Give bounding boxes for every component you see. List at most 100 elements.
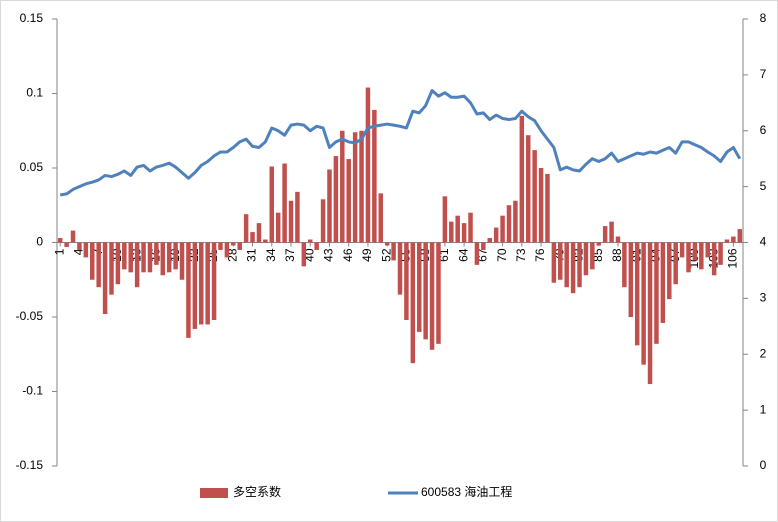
- bar: [218, 242, 223, 250]
- x-tick-label: 37: [283, 248, 297, 262]
- bar: [532, 150, 537, 243]
- y-tick-label: 0: [36, 235, 43, 249]
- bar: [166, 242, 172, 273]
- x-tick-label: 43: [322, 248, 336, 262]
- y2-tick-label: 0: [760, 458, 767, 472]
- y-tick-label: 0.05: [20, 160, 44, 174]
- bar: [455, 215, 460, 243]
- bar: [609, 221, 614, 243]
- x-tick-label: 88: [610, 248, 624, 262]
- bar: [525, 135, 531, 243]
- bar: [256, 223, 262, 243]
- bar: [519, 115, 525, 243]
- bar: [288, 200, 294, 243]
- bar: [352, 132, 358, 243]
- bar: [333, 156, 339, 243]
- x-tick-label: 70: [495, 248, 509, 262]
- legend-label: 多空系数: [233, 484, 281, 499]
- bar: [481, 242, 486, 250]
- bar: [718, 242, 723, 265]
- legend-swatch: [200, 488, 228, 498]
- x-tick-label: 73: [514, 248, 528, 262]
- bar: [359, 130, 364, 243]
- bar: [660, 242, 666, 323]
- x-tick-label: 4: [72, 248, 86, 255]
- bar: [513, 200, 518, 243]
- bar: [551, 242, 557, 283]
- bar: [122, 242, 127, 270]
- bar: [378, 193, 384, 243]
- bar: [205, 242, 210, 325]
- bar: [295, 191, 300, 243]
- bar: [602, 226, 608, 243]
- bar: [327, 169, 332, 243]
- bar: [372, 109, 377, 243]
- bar: [724, 239, 730, 243]
- bar: [134, 242, 140, 288]
- bar: [667, 242, 672, 300]
- bar: [628, 242, 634, 317]
- bar: [416, 242, 422, 332]
- y-tick-label: 0.15: [20, 11, 44, 25]
- bar: [199, 242, 204, 325]
- bar: [558, 242, 563, 280]
- bar: [231, 242, 236, 246]
- x-tick-label: 64: [456, 248, 470, 262]
- bar: [583, 242, 589, 276]
- x-tick-label: 49: [360, 248, 374, 262]
- bar: [70, 230, 76, 243]
- bar: [224, 242, 230, 258]
- bar: [173, 242, 178, 270]
- line: [59, 89, 742, 197]
- bar: [77, 242, 82, 250]
- x-tick-label: 34: [264, 248, 278, 262]
- bar: [461, 223, 467, 243]
- y2-tick-label: 5: [760, 179, 767, 193]
- bar: [564, 242, 569, 288]
- bar: [275, 212, 281, 243]
- bar: [90, 242, 95, 280]
- bar: [423, 242, 428, 340]
- bar: [192, 242, 198, 329]
- bar: [679, 242, 685, 258]
- y2-tick-label: 4: [760, 235, 767, 249]
- y-tick-label: -0.05: [16, 309, 44, 323]
- bar: [699, 242, 704, 270]
- bar: [641, 242, 646, 365]
- bar: [237, 242, 242, 250]
- bar: [96, 242, 101, 288]
- bar: [442, 196, 448, 243]
- bar: [128, 242, 133, 273]
- bar: [141, 242, 146, 273]
- x-tick-label: 52: [379, 248, 393, 262]
- bar: [115, 242, 121, 285]
- bar: [102, 242, 108, 315]
- bar: [493, 227, 499, 243]
- bar: [320, 199, 326, 243]
- bar: [538, 168, 544, 243]
- bar: [83, 242, 89, 258]
- bar: [429, 242, 435, 350]
- x-tick-label: 106: [726, 248, 740, 268]
- bar: [711, 242, 717, 276]
- bar: [301, 242, 307, 267]
- bar: [109, 242, 114, 295]
- bar: [397, 242, 403, 295]
- y2-tick-label: 2: [760, 346, 767, 360]
- legend-label: 600583 海油工程: [421, 484, 512, 499]
- bar: [705, 242, 710, 258]
- bar: [654, 242, 659, 344]
- bar: [410, 242, 416, 364]
- x-tick-label: 1: [52, 248, 66, 255]
- bar: [615, 236, 621, 243]
- bar: [634, 242, 640, 346]
- y2-tick-label: 3: [760, 291, 767, 305]
- bar: [307, 239, 313, 243]
- bar: [596, 242, 601, 246]
- bar: [179, 242, 185, 280]
- bar: [340, 130, 345, 243]
- bar: [506, 205, 512, 243]
- x-tick-label: 76: [533, 248, 547, 262]
- bar: [147, 242, 153, 273]
